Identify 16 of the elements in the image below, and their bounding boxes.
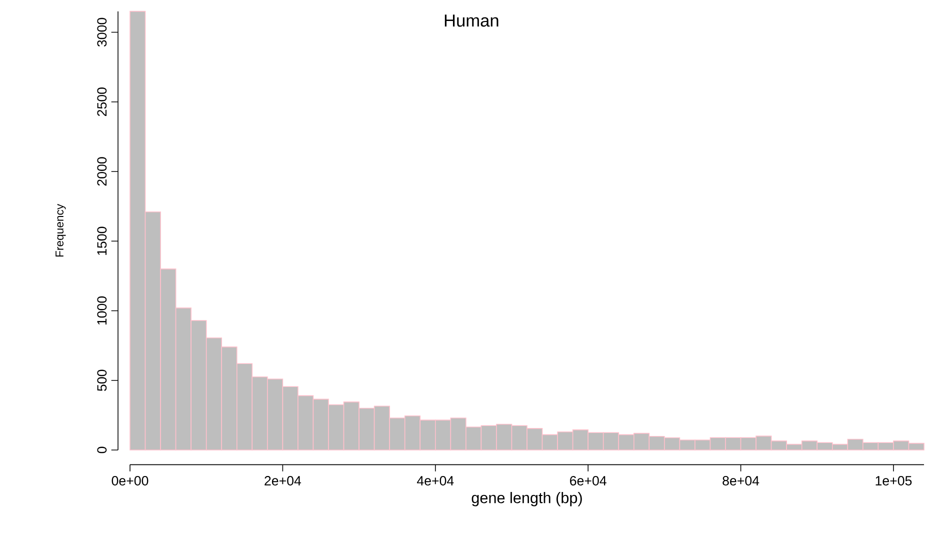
- y-tick-label: 1000: [97, 296, 107, 325]
- x-tick-label: 8e+04: [722, 476, 760, 486]
- x-tick-label: 2e+04: [264, 476, 302, 486]
- y-tick-label: 3000: [97, 18, 107, 47]
- x-tick-label: 4e+04: [416, 476, 454, 486]
- y-tick-label: 0: [97, 446, 107, 454]
- x-tick-label: 1e+05: [876, 476, 912, 486]
- y-tick-label: 2500: [97, 88, 107, 116]
- chart-title: Human: [444, 14, 498, 27]
- x-tick-label: 0e+00: [112, 476, 148, 486]
- x-axis-title: gene length (bp): [472, 492, 582, 506]
- y-tick-label: 2000: [97, 157, 107, 186]
- x-tick-label: 6e+04: [570, 476, 606, 486]
- y-tick-label: 500: [97, 370, 107, 391]
- y-axis-title: Frequency: [56, 204, 66, 257]
- y-tick-label: 1500: [97, 226, 107, 255]
